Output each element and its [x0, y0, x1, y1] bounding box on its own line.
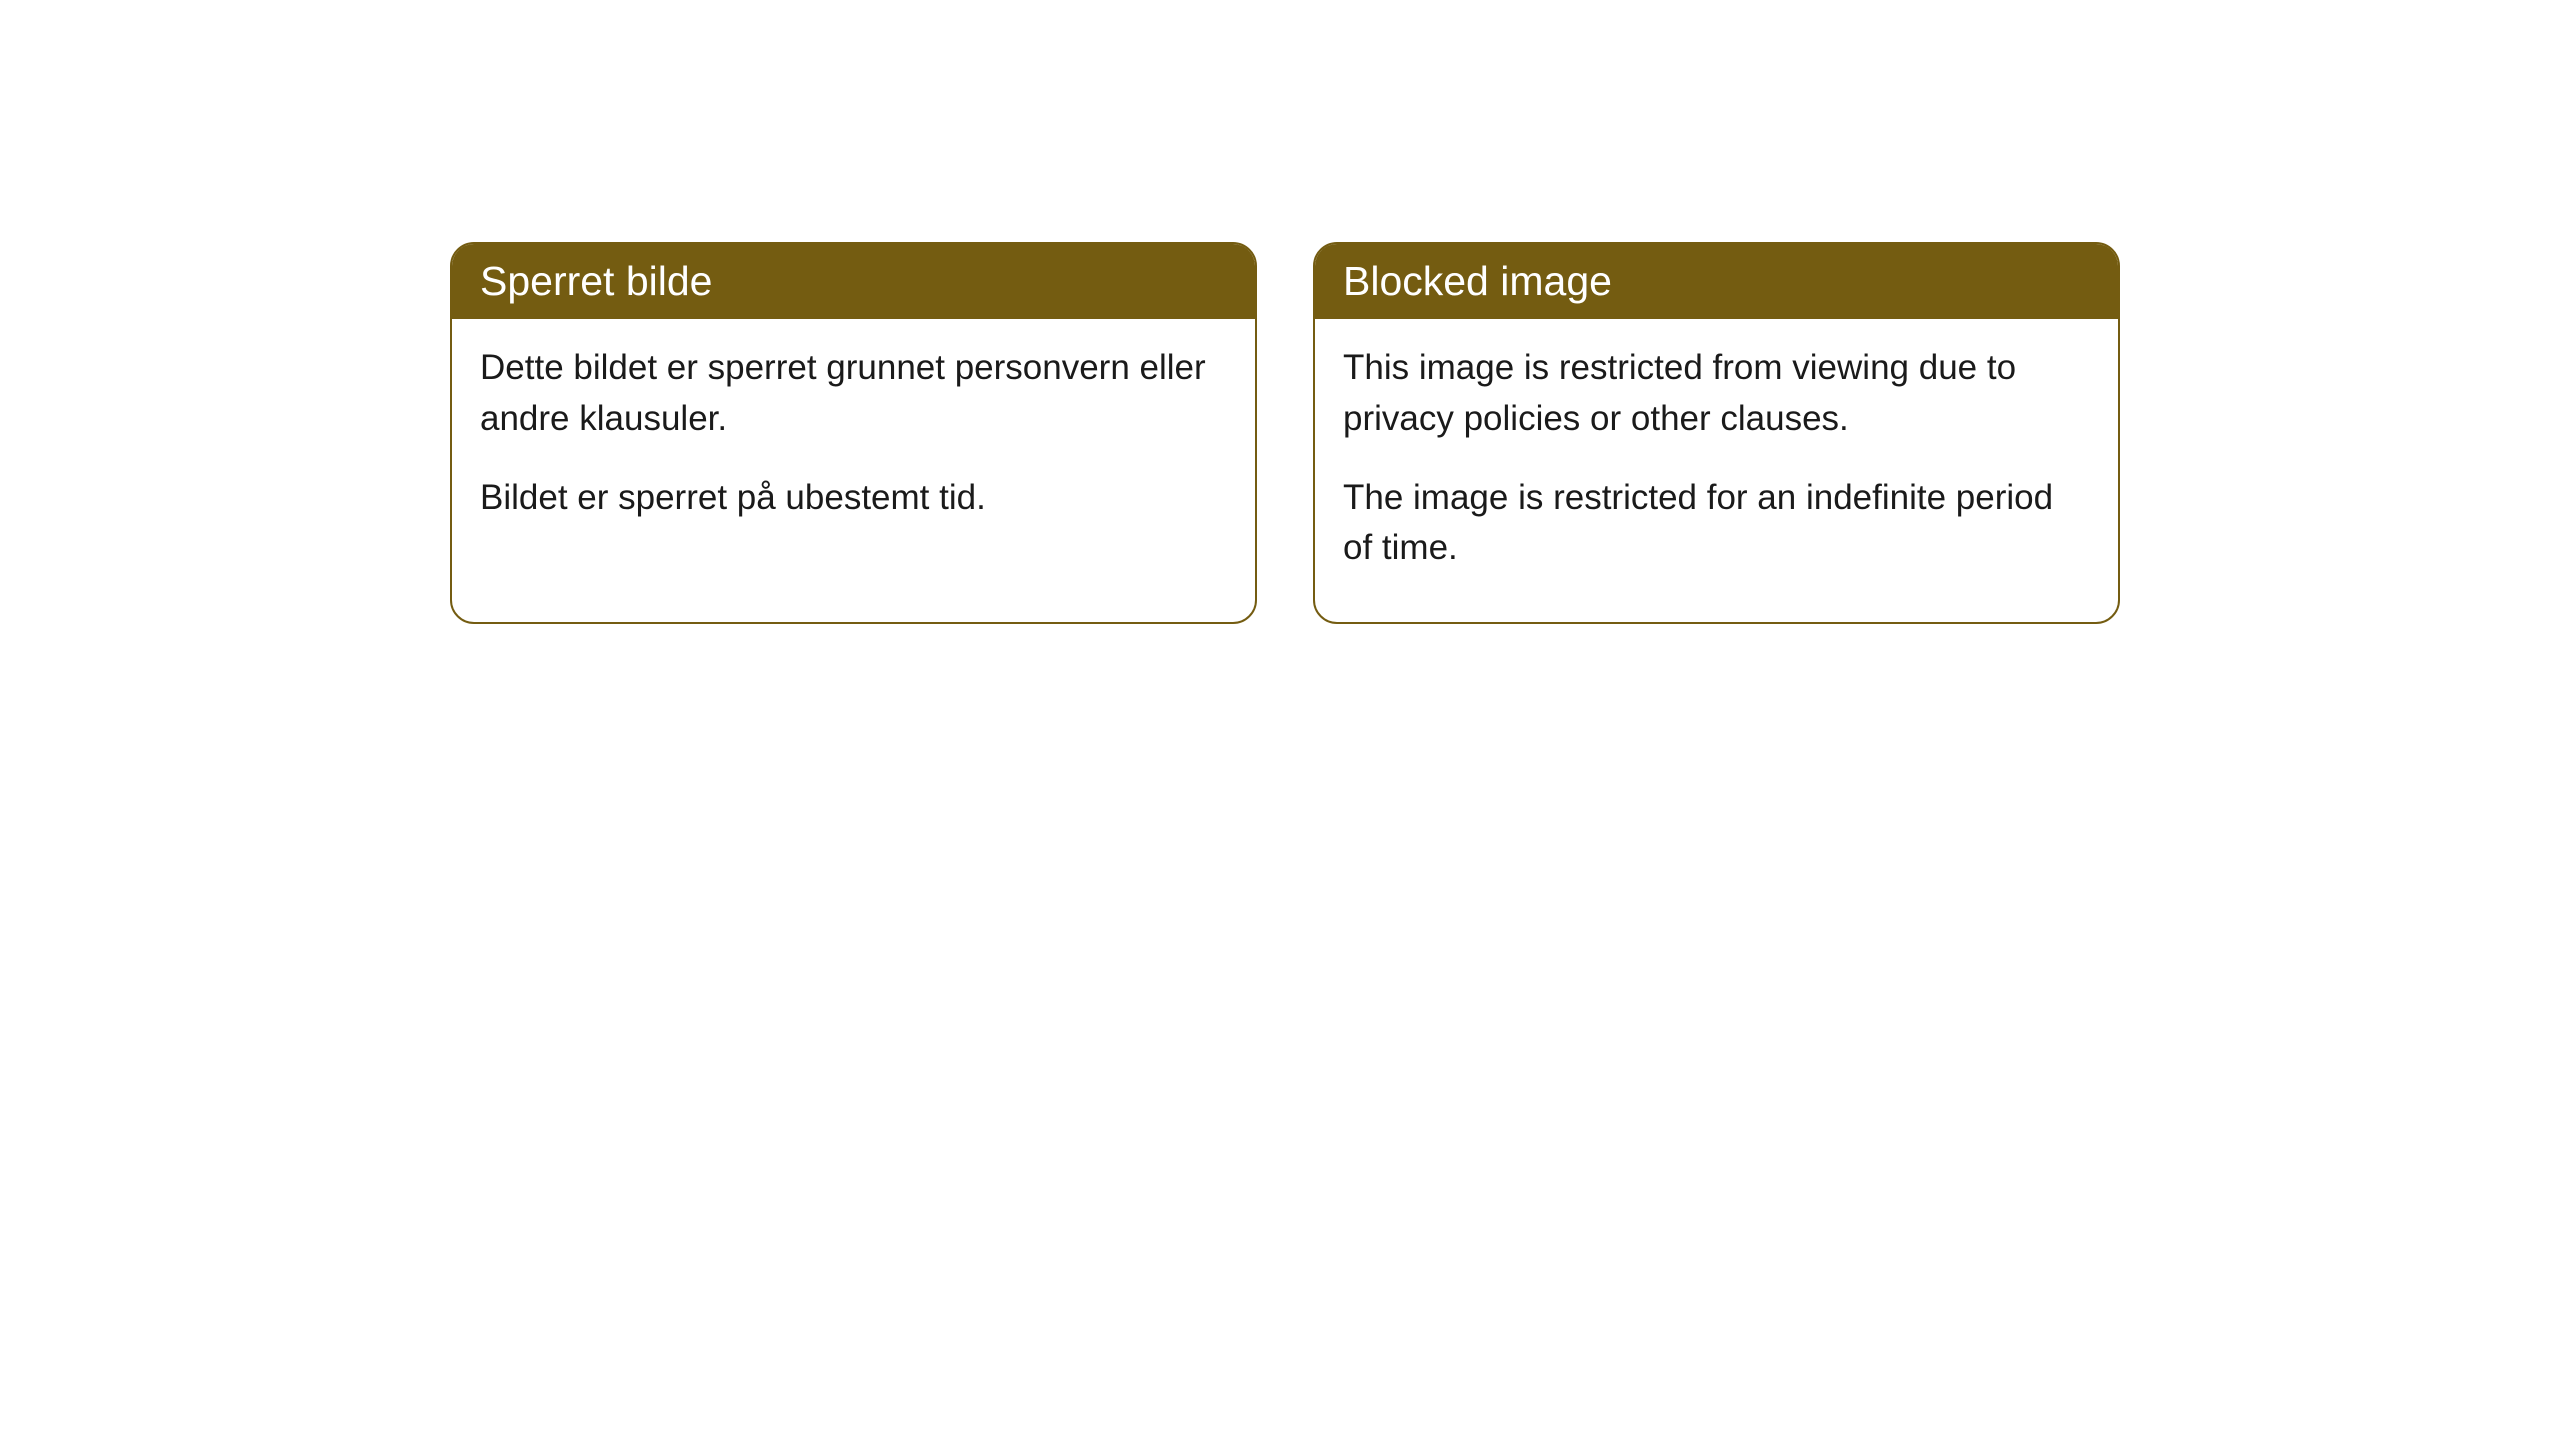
blocked-image-card-norwegian: Sperret bilde Dette bildet er sperret gr…: [450, 242, 1257, 624]
blocked-image-card-english: Blocked image This image is restricted f…: [1313, 242, 2120, 624]
card-paragraph-1: Dette bildet er sperret grunnet personve…: [480, 343, 1227, 445]
notice-container: Sperret bilde Dette bildet er sperret gr…: [450, 242, 2120, 624]
card-title: Sperret bilde: [480, 258, 712, 304]
card-body: This image is restricted from viewing du…: [1315, 319, 2118, 622]
card-paragraph-1: This image is restricted from viewing du…: [1343, 343, 2090, 445]
card-body: Dette bildet er sperret grunnet personve…: [452, 319, 1255, 571]
card-header: Sperret bilde: [452, 244, 1255, 319]
card-header: Blocked image: [1315, 244, 2118, 319]
card-paragraph-2: The image is restricted for an indefinit…: [1343, 473, 2090, 575]
card-paragraph-2: Bildet er sperret på ubestemt tid.: [480, 473, 1227, 524]
card-title: Blocked image: [1343, 258, 1612, 304]
